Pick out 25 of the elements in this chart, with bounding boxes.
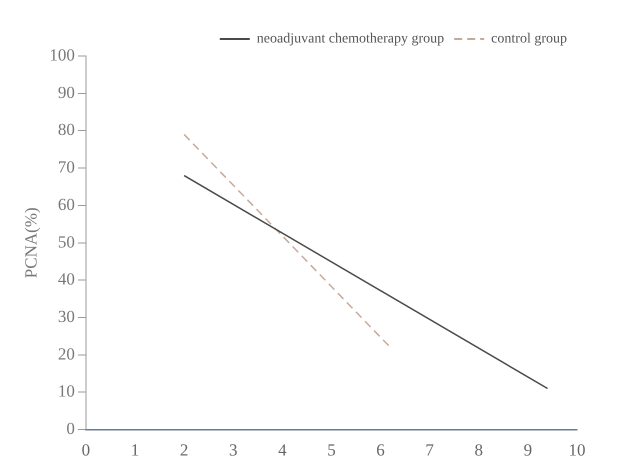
x-tick-label: 2 xyxy=(180,440,188,460)
x-tick-label: 7 xyxy=(425,440,434,460)
x-tick-label: 4 xyxy=(278,440,288,460)
legend-label: control group xyxy=(491,32,568,47)
x-tick-label: 10 xyxy=(568,440,586,460)
x-tick-label: 6 xyxy=(376,440,385,460)
y-axis-title: PCNA(%) xyxy=(22,207,41,278)
x-tick-label: 1 xyxy=(130,440,140,460)
y-tick-label: 70 xyxy=(58,158,75,177)
y-tick-label: 10 xyxy=(58,382,75,401)
y-tick-label: 20 xyxy=(58,344,75,364)
x-tick-label: 8 xyxy=(474,440,484,460)
y-tick-label: 0 xyxy=(66,419,75,438)
y-tick-label: 40 xyxy=(58,270,75,289)
x-tick-label: 9 xyxy=(524,440,532,460)
y-tick-label: 90 xyxy=(58,82,75,102)
legend-label: neoadjuvant chemotherapy group xyxy=(256,32,444,47)
x-tick-label: 5 xyxy=(327,440,336,460)
y-tick-label: 50 xyxy=(58,232,75,252)
y-tick-label: 60 xyxy=(58,194,75,214)
x-tick-label: 3 xyxy=(228,440,238,460)
x-tick-label: 0 xyxy=(82,440,90,460)
y-tick-label: 100 xyxy=(49,45,75,64)
y-tick-label: 30 xyxy=(58,306,75,326)
y-tick-label: 80 xyxy=(58,120,75,140)
